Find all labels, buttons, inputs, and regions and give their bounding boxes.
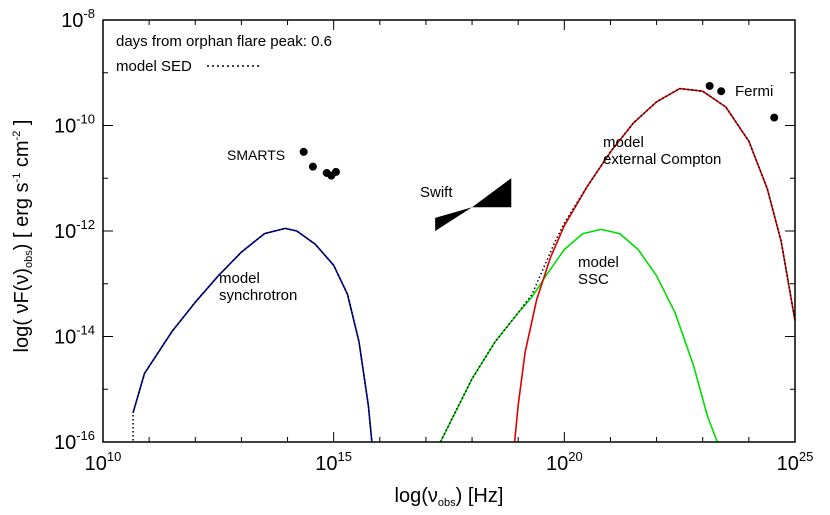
- fermi-point: [705, 81, 714, 90]
- x-axis-label-sub: obs: [438, 497, 456, 509]
- series-line-ssc: [439, 228, 719, 442]
- x-tick-label-base: 10: [85, 453, 107, 475]
- label-ssc-line1: model: [578, 254, 619, 271]
- y-tick-label-exp: -14: [76, 323, 95, 338]
- label-synchrotron-line2: synchrotron: [219, 287, 297, 304]
- swift-bowtie: [435, 178, 512, 231]
- y-axis-label-end: ) [ erg s: [11, 182, 33, 250]
- plot-content: [132, 81, 795, 442]
- y-axis-label: log( νF(ν)obs) [ erg s-1 cm-2 ]: [11, 120, 35, 353]
- y-axis-label-pre: log( νF(ν): [11, 268, 33, 352]
- x-tick-label-exp: 20: [568, 449, 582, 464]
- x-tick-label-base: 10: [546, 453, 568, 475]
- fermi-point: [717, 87, 726, 96]
- x-axis-label-main: log(ν: [395, 485, 438, 507]
- y-axis-label-close: ]: [11, 120, 33, 131]
- y-tick-label-exp: -16: [76, 428, 95, 443]
- y-tick-label-base: 10: [54, 221, 76, 243]
- y-tick-label-base: 10: [54, 116, 76, 138]
- x-tick-label-exp: 15: [338, 449, 352, 464]
- swift-bowtie-right: [472, 178, 512, 208]
- x-tick-label-base: 10: [777, 453, 799, 475]
- y-axis-label-sub: obs: [23, 250, 35, 268]
- label-ssc: model SSC: [578, 254, 623, 288]
- label-synchrotron: model synchrotron: [219, 270, 297, 304]
- smarts-point: [308, 162, 317, 171]
- y-tick-label-exp: -8: [83, 6, 95, 21]
- fermi-point: [770, 113, 779, 122]
- label-fermi: Fermi: [735, 83, 773, 100]
- label-smarts: SMARTS: [227, 147, 285, 163]
- y-tick-label: 10-14: [54, 323, 95, 349]
- y-tick-label: 10-16: [54, 428, 95, 454]
- y-tick-label-base: 10: [54, 432, 76, 454]
- y-axis-label-sup2: -2: [11, 131, 23, 141]
- y-tick-label-base: 10: [61, 10, 83, 32]
- x-axis-label: log(νobs) [Hz]: [395, 485, 504, 509]
- x-tick-label-base: 10: [315, 453, 337, 475]
- x-tick-label: 1025: [777, 449, 814, 475]
- label-external-compton-line1: model: [603, 134, 644, 151]
- x-tick-label: 1010: [85, 449, 122, 475]
- y-tick-label: 10-10: [54, 112, 95, 138]
- y-tick-label-base: 10: [54, 327, 76, 349]
- legend-model-sed-label: model SED: [116, 58, 192, 75]
- y-axis-label-cm: cm: [11, 140, 33, 172]
- label-swift: Swift: [420, 184, 453, 201]
- legend-annotation-days: days from orphan flare peak: 0.6: [116, 33, 332, 50]
- smarts-point: [327, 171, 336, 180]
- label-synchrotron-line1: model: [219, 270, 260, 287]
- y-tick-label-exp: -12: [76, 217, 95, 232]
- smarts-point: [299, 147, 308, 156]
- y-axis-label-sup1: -1: [11, 173, 23, 183]
- y-tick-label: 10-8: [61, 6, 95, 32]
- x-tick-label-exp: 25: [799, 449, 813, 464]
- axis-ticks: [102, 19, 796, 443]
- series-line-external-compton: [513, 87, 795, 442]
- x-tick-label: 1020: [546, 449, 583, 475]
- label-external-compton: model external Compton: [603, 134, 721, 168]
- x-axis-label-end: ) [Hz]: [456, 485, 504, 507]
- x-tick-label-exp: 10: [107, 449, 121, 464]
- label-external-compton-line2: external Compton: [603, 151, 721, 168]
- y-tick-label: 10-12: [54, 217, 95, 243]
- swift-bowtie-left: [435, 207, 473, 231]
- y-tick-label-exp: -10: [76, 112, 95, 127]
- x-tick-label: 1015: [315, 449, 352, 475]
- series-line-synchrotron: [132, 227, 373, 442]
- series-line-model-sed: [132, 87, 795, 442]
- label-ssc-line2: SSC: [578, 271, 609, 288]
